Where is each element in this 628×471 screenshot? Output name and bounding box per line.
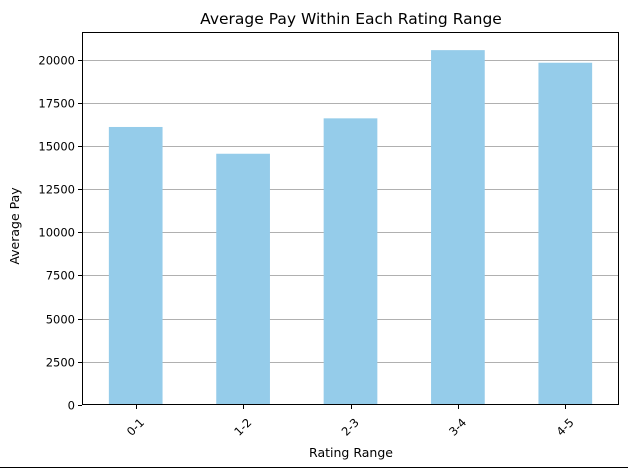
y-tick-label: 15000 bbox=[38, 140, 75, 154]
y-tick-label: 12500 bbox=[38, 183, 75, 197]
y-axis-label: Average Pay bbox=[7, 187, 22, 265]
plot-frame bbox=[82, 32, 619, 405]
y-ticks: 0 2500 5000 7500 10000 12500 15000 17500 20000 bbox=[38, 54, 82, 413]
y-tick-label: 17500 bbox=[38, 97, 75, 111]
bars bbox=[108, 50, 593, 405]
bar bbox=[216, 153, 270, 405]
bar bbox=[538, 62, 593, 405]
bar bbox=[323, 118, 378, 405]
bar bbox=[108, 126, 163, 405]
y-tick-label: 0 bbox=[68, 399, 75, 413]
bar bbox=[431, 50, 485, 405]
y-tick-label: 20000 bbox=[38, 54, 75, 68]
y-tick-label: 2500 bbox=[46, 356, 75, 370]
x-axis-label: Rating Range bbox=[309, 445, 393, 460]
y-tick-label: 7500 bbox=[46, 269, 75, 283]
y-tick-label: 10000 bbox=[38, 226, 75, 240]
chart-title: Average Pay Within Each Rating Range bbox=[200, 10, 502, 28]
y-tick-label: 5000 bbox=[46, 313, 75, 327]
axes bbox=[82, 32, 619, 405]
